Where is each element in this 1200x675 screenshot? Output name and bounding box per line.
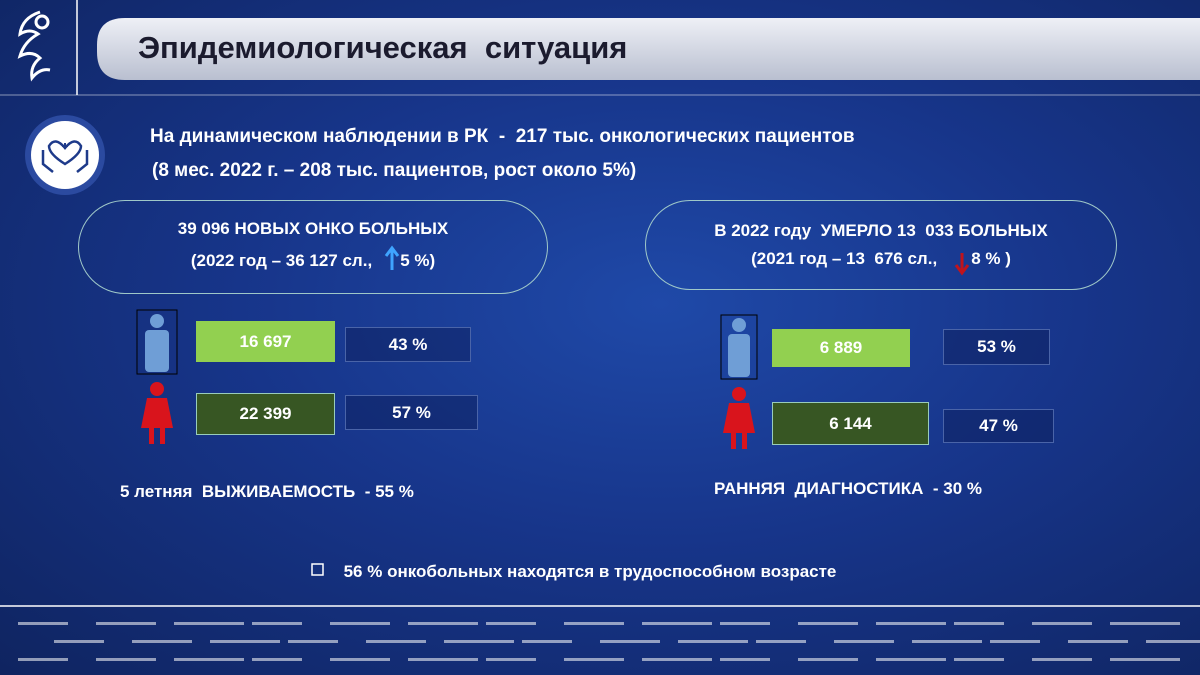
male-share: 43 % — [345, 327, 471, 362]
footer-mark — [96, 658, 156, 661]
footer-mark — [720, 622, 770, 625]
compare: (2022 год – 36 127 сл., — [190, 251, 373, 270]
headline: 39 096 НОВЫХ ОНКО БОЛЬНЫХ — [177, 219, 449, 238]
footer-mark — [366, 640, 426, 643]
female-count: 22 399 — [196, 393, 335, 435]
title-bar — [97, 18, 1200, 80]
male-count: 16 697 — [196, 321, 335, 362]
male-count: 6 889 — [772, 329, 910, 367]
footer-mark — [642, 622, 712, 625]
footer-mark — [174, 658, 244, 661]
person-icons — [136, 309, 758, 449]
footer-mark — [798, 658, 858, 661]
footer-mark — [252, 658, 302, 661]
footer-mark — [444, 640, 514, 643]
footer-mark — [486, 622, 536, 625]
footer-pattern — [18, 622, 1200, 661]
change: 8 % ) — [971, 249, 1011, 268]
early-diagnosis: РАННЯЯ ДИАГНОСТИКА - 30 % — [714, 479, 982, 498]
footer-mark — [1032, 622, 1092, 625]
logo — [17, 10, 51, 82]
footer-mark — [1110, 658, 1180, 661]
footer-mark — [522, 640, 572, 643]
footer-mark — [1032, 658, 1092, 661]
footer-mark — [990, 640, 1040, 643]
summary: (8 мес. 2022 г. – 208 тыс. пациентов, ро… — [152, 160, 637, 181]
footer-mark — [564, 658, 624, 661]
female-share: 57 % — [345, 395, 478, 430]
survival: 5 летняя ВЫЖИВАЕМОСТЬ - 55 % — [120, 482, 414, 501]
change: 5 %) — [400, 251, 436, 270]
footer-mark — [486, 658, 536, 661]
footer-mark — [876, 658, 946, 661]
footer-mark — [756, 640, 806, 643]
female-count: 6 144 — [772, 402, 929, 445]
footer-mark — [1068, 640, 1128, 643]
footer-mark — [174, 622, 244, 625]
footer-mark — [330, 658, 390, 661]
footer-mark — [876, 622, 946, 625]
summary: На динамическом наблюдении в РК - 217 ты… — [150, 126, 855, 147]
footer-mark — [252, 622, 302, 625]
footer-mark — [330, 622, 390, 625]
footer-mark — [96, 622, 156, 625]
arrow-down — [954, 253, 970, 276]
footer-mark — [600, 640, 660, 643]
title: Эпидемиологическая ситуация — [138, 30, 628, 65]
footer-mark — [564, 622, 624, 625]
footer-mark — [54, 640, 104, 643]
footer-mark — [678, 640, 748, 643]
footer-mark — [210, 640, 280, 643]
arrow-up — [384, 245, 400, 270]
footer-mark — [1110, 622, 1180, 625]
male-share: 53 % — [943, 329, 1050, 365]
pill: В 2022 году УМЕРЛО 13 033 БОЛЬНЫХ (2021 … — [645, 200, 1117, 290]
care-icon — [25, 115, 105, 195]
footer-mark — [132, 640, 192, 643]
female-share: 47 % — [943, 409, 1054, 443]
footer-mark — [720, 658, 770, 661]
footer-mark — [1146, 640, 1200, 643]
footer-mark — [912, 640, 982, 643]
footer-mark — [408, 658, 478, 661]
footer-mark — [18, 622, 68, 625]
note: 56 % онкобольных находятся в трудоспособ… — [343, 562, 837, 581]
footer-mark — [798, 622, 858, 625]
footer-mark — [834, 640, 894, 643]
footer-mark — [954, 622, 1004, 625]
headline: В 2022 году УМЕРЛО 13 033 БОЛЬНЫХ — [714, 221, 1048, 240]
bullet — [311, 563, 324, 576]
footer-mark — [288, 640, 338, 643]
footer-mark — [642, 658, 712, 661]
footer-mark — [18, 658, 68, 661]
pill: 39 096 НОВЫХ ОНКО БОЛЬНЫХ (2022 год – 36… — [78, 200, 548, 294]
footer-mark — [954, 658, 1004, 661]
compare: (2021 год – 13 676 сл., — [751, 249, 938, 268]
footer-mark — [408, 622, 478, 625]
